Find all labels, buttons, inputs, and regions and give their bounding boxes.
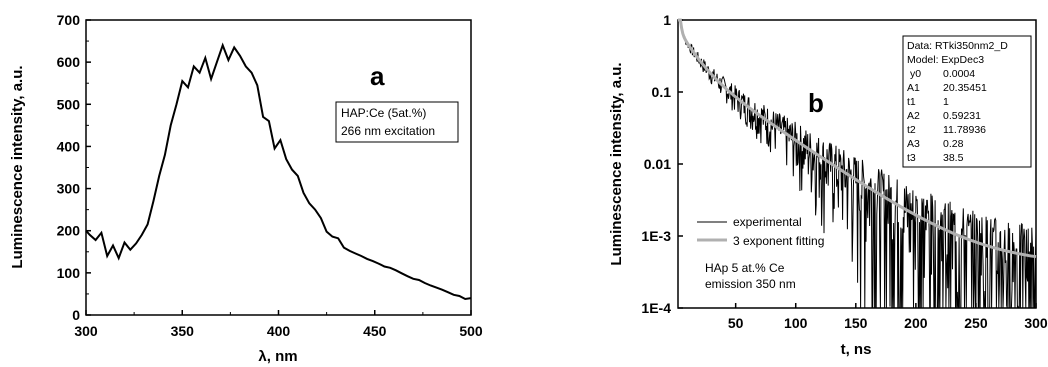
chart-a-y-tick-label: 500 xyxy=(57,96,81,112)
chart-a-y-tick-label: 200 xyxy=(57,223,81,239)
chart-a-y-tick-label: 0 xyxy=(72,307,80,323)
chart-b: 1E-4 1E-3 0.01 0.1 1 50 100 150 200 250 300 b Dat… xyxy=(608,12,1048,358)
chart-b-x-tick-label: 200 xyxy=(904,315,928,331)
chart-b-y-tick-label: 1E-3 xyxy=(641,228,671,244)
chart-a-x-tick-label: 350 xyxy=(171,323,195,339)
chart-b-x-ticks: 50 100 150 200 250 300 xyxy=(728,303,1048,331)
fit-params-name-a1: A1 xyxy=(907,82,920,94)
fit-params-value-t3: 38.5 xyxy=(943,152,964,164)
chart-a-frame xyxy=(85,19,472,316)
fit-params-name-a2: A2 xyxy=(907,110,920,122)
fit-params-name-a3: A3 xyxy=(907,138,920,150)
chart-a: 0 100 200 300 400 500 600 700 300 350 400 450 500 a… xyxy=(9,12,483,365)
chart-a-annotation-line-2: 266 nm excitation xyxy=(341,124,435,138)
chart-a-x-ticks: 300 350 400 450 500 xyxy=(74,310,483,339)
chart-a-x-tick-label: 500 xyxy=(459,323,483,339)
fit-params-value-a3: 0.28 xyxy=(943,138,964,150)
fit-params-model-label: Model: ExpDec3 xyxy=(907,54,984,66)
fit-params-frame xyxy=(902,35,1032,168)
legend-label-experimental: experimental xyxy=(733,215,802,229)
chart-a-x-tick-label: 400 xyxy=(267,323,291,339)
fit-params-name-t1: t1 xyxy=(907,96,916,108)
chart-b-experimental-line xyxy=(678,19,1037,309)
chart-b-y-ticks: 1E-4 1E-3 0.01 0.1 1 xyxy=(641,12,683,316)
chart-a-y-tick-label: 100 xyxy=(57,265,81,281)
fit-params-name-y0: y0 xyxy=(910,68,921,80)
chart-a-x-tick-label: 450 xyxy=(363,323,387,339)
fit-params-name-t3: t3 xyxy=(907,152,916,164)
chart-b-y-tick-label: 0.1 xyxy=(652,84,672,100)
chart-a-annotation-box xyxy=(335,101,459,143)
chart-b-panel-label: b xyxy=(808,88,824,118)
chart-b-x-label: t, ns xyxy=(841,341,872,358)
chart-b-x-tick-label: 300 xyxy=(1024,315,1048,331)
chart-b-x-tick-label: 100 xyxy=(784,315,808,331)
chart-a-x-tick-label: 300 xyxy=(74,323,98,339)
fit-params-value-y0: 0.0004 xyxy=(943,68,975,80)
chart-a-spectrum-line xyxy=(85,42,472,301)
chart-b-legend: experimental 3 exponent fitting xyxy=(697,215,824,248)
fit-params-value-a2: 0.59231 xyxy=(943,110,981,122)
fit-params-value-t1: 1 xyxy=(943,96,949,108)
chart-a-annotation-line-1: HAP:Ce (5at.%) xyxy=(341,106,426,120)
chart-a-y-tick-label: 400 xyxy=(57,138,81,154)
chart-a-x-label: λ, nm xyxy=(258,348,297,365)
chart-a-y-ticks: 0 100 200 300 400 500 600 700 xyxy=(57,12,91,323)
fit-params-value-a1: 20.35451 xyxy=(943,82,987,94)
fit-params-data-label: Data: RTki350nm2_D xyxy=(907,40,1008,52)
chart-b-y-tick-label: 1 xyxy=(663,12,671,28)
chart-b-x-tick-label: 50 xyxy=(728,315,744,331)
legend-label-fit: 3 exponent fitting xyxy=(733,234,824,248)
fit-params-value-t2: 11.78936 xyxy=(943,124,986,136)
chart-b-fit-line xyxy=(678,18,1037,259)
chart-a-y-tick-label: 700 xyxy=(57,12,81,28)
chart-a-y-label: Luminescence intensity, a.u. xyxy=(9,65,26,268)
chart-b-y-tick-label: 0.01 xyxy=(644,156,671,172)
chart-b-x-tick-label: 150 xyxy=(844,315,868,331)
chart-b-fit-params-box: Data: RTki350nm2_D Model: ExpDec3 y0 0.0… xyxy=(902,35,1032,168)
chart-b-y-tick-label: 1E-4 xyxy=(641,300,671,316)
chart-a-y-tick-label: 300 xyxy=(57,181,81,197)
chart-b-x-tick-label: 250 xyxy=(964,315,988,331)
chart-b-annotation-line-2: emission 350 nm xyxy=(705,277,796,291)
fit-params-name-t2: t2 xyxy=(907,124,916,136)
chart-b-y-label: Luminescence intensity, a.u. xyxy=(608,62,625,265)
chart-a-panel-label: a xyxy=(370,61,385,91)
chart-a-y-tick-label: 600 xyxy=(57,54,81,70)
chart-b-annotation-line-1: HAp 5 at.% Ce xyxy=(705,261,785,275)
